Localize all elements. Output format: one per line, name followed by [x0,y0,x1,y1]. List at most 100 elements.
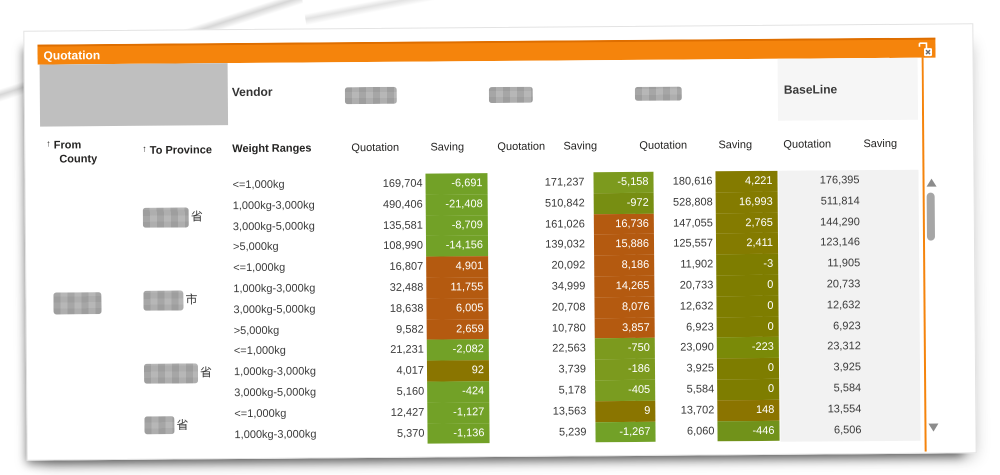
vendor1-quotation-cell: 108,990 [383,239,424,253]
header-saving[interactable]: Saving [718,139,753,152]
from-county-cell [40,405,137,427]
from-county-group-label [53,292,103,315]
weight-range-cell: 3,000kg-5,000kg [232,220,315,233]
province-suffix: 省 [176,417,189,432]
vendor2-saving-cell: 14,265 [594,275,655,298]
baseline-saving-cell [871,378,919,399]
redacted-slicer-box [39,63,229,127]
vendor3-quotation-cell: 125,557 [673,237,714,251]
vendor1-quotation-cell: 16,807 [389,260,424,274]
from-county-cell [39,238,136,260]
baseline-saving-cell [871,336,919,357]
to-province-cell [135,175,230,197]
from-county-cell [40,363,137,385]
header-saving[interactable]: Saving [430,141,465,154]
vendor2-saving-cell: 8,076 [594,296,655,318]
vendor1-quotation-cell: 18,638 [389,302,424,315]
baseline-quotation-cell: 23,312 [827,340,861,353]
province-suffix: 省 [190,209,203,224]
scroll-down-icon[interactable] [928,423,939,432]
to-province-cell [137,321,232,343]
baseline-saving-cell [871,357,919,378]
baseline-saving-cell [871,398,919,419]
vendor3-quotation-cell: 6,060 [686,424,715,438]
vendor2-saving-cell: 15,886 [593,234,655,256]
vendor2-saving-cell: -972 [593,192,654,214]
vendor2-quotation-cell: 510,842 [544,197,585,210]
header-quotation[interactable]: Quotation [497,140,546,154]
header-from-county[interactable]: ↑ From County [46,138,98,166]
header-saving[interactable]: Saving [563,140,598,153]
vendor1-saving-cell: -1,127 [427,401,490,424]
weight-range-cell: <=1,000kg [234,407,287,420]
vendor2-quotation-cell: 22,563 [552,342,586,355]
vendor-column-label: Vendor [231,84,273,100]
header-to-province[interactable]: ↑ To Province [142,143,212,157]
vendor1-saving-cell: 2,659 [426,318,489,340]
vendor3-saving-cell: -223 [716,337,779,359]
from-county-cell [40,342,137,364]
vendor1-saving-cell: -424 [427,381,490,403]
baseline-saving-cell [871,315,919,336]
weight-range-cell: 3,000kg-5,000kg [234,386,317,400]
vertical-scrollbar[interactable] [924,58,939,452]
header-weight-ranges[interactable]: Weight Ranges [232,142,312,156]
vendor1-saving-cell: -14,156 [425,235,489,257]
vendor3-quotation-cell: 23,090 [680,341,714,354]
vendor2-quotation-cell: 5,178 [558,384,587,397]
to-province-cell [137,341,232,363]
baseline-quotation-cell: 12,632 [826,298,861,312]
weight-range-cell: <=1,000kg [233,345,286,358]
vendor2-redacted-name [488,86,533,104]
popout-close-icon[interactable] [916,41,933,56]
vendor1-quotation-cell: 135,581 [383,219,423,232]
province-suffix: 市 [185,292,198,307]
vendor1-quotation-cell: 9,582 [396,323,424,336]
vendor2-quotation-cell: 3,739 [558,363,587,376]
vendor2-quotation-cell: 161,026 [545,217,585,231]
vendor1-saving-cell: -2,082 [426,339,489,361]
header-quotation[interactable]: Quotation [783,138,832,151]
vendor1-saving-cell: -8,709 [425,214,488,236]
to-province-cell [136,238,231,260]
vendor1-saving-cell: -21,408 [425,193,488,216]
vendor2-quotation-cell: 20,708 [551,301,586,314]
vendor2-quotation-cell: 34,999 [551,280,586,293]
weight-range-cell: <=1,000kg [232,178,285,192]
baseline-saving-cell [870,211,918,232]
vendor1-quotation-cell: 169,704 [382,177,423,190]
matrix-content: Vendor BaseLine ↑ From County ↑ To Provinc… [37,57,927,459]
baseline-saving-cell [870,294,918,315]
to-province-cell [137,383,232,405]
visual-title-bar: Quotation [37,37,936,65]
scroll-up-icon[interactable] [926,178,937,187]
baseline-quotation-cell: 13,554 [827,402,862,416]
redacted-province-name [144,416,175,435]
vendor3-quotation-cell: 528,808 [672,196,713,209]
vendor1-quotation-cell: 5,370 [396,427,425,440]
scrollbar-thumb[interactable] [926,192,936,241]
vendor3-saving-cell: 2,765 [715,212,778,234]
table-rows: <=1,000kg 169,704 -6,691 171,237 -5,158 180,6… [38,169,924,459]
visual-body: Vendor BaseLine ↑ From County ↑ To Provinc… [37,57,939,459]
paper-sheet: Quotation Vendor [23,23,977,461]
baseline-quotation-cell: 123,146 [820,236,861,249]
vendor3-quotation-cell: 13,702 [680,404,715,417]
baseline-saving-cell [870,274,918,295]
weight-range-cell: 1,000kg-3,000kg [233,282,316,296]
header-quotation[interactable]: Quotation [351,141,400,155]
baseline-quotation-cell: 176,395 [819,174,860,187]
vendor1-quotation-cell: 32,488 [389,281,424,294]
vendor3-saving-cell: 0 [716,357,780,380]
vendor1-redacted-name [344,86,397,105]
vendor2-saving-cell: -750 [594,338,655,360]
header-quotation[interactable]: Quotation [639,139,688,152]
header-saving[interactable]: Saving [863,137,898,151]
baseline-saving-cell [871,419,919,440]
redacted-province-name [143,290,184,311]
vendor3-quotation-cell: 6,923 [686,320,714,334]
from-county-cell [38,176,135,198]
vendor1-quotation-cell: 21,231 [390,343,424,357]
vendor3-saving-cell: -446 [717,420,780,442]
vendor3-quotation-cell: 147,055 [673,216,713,230]
